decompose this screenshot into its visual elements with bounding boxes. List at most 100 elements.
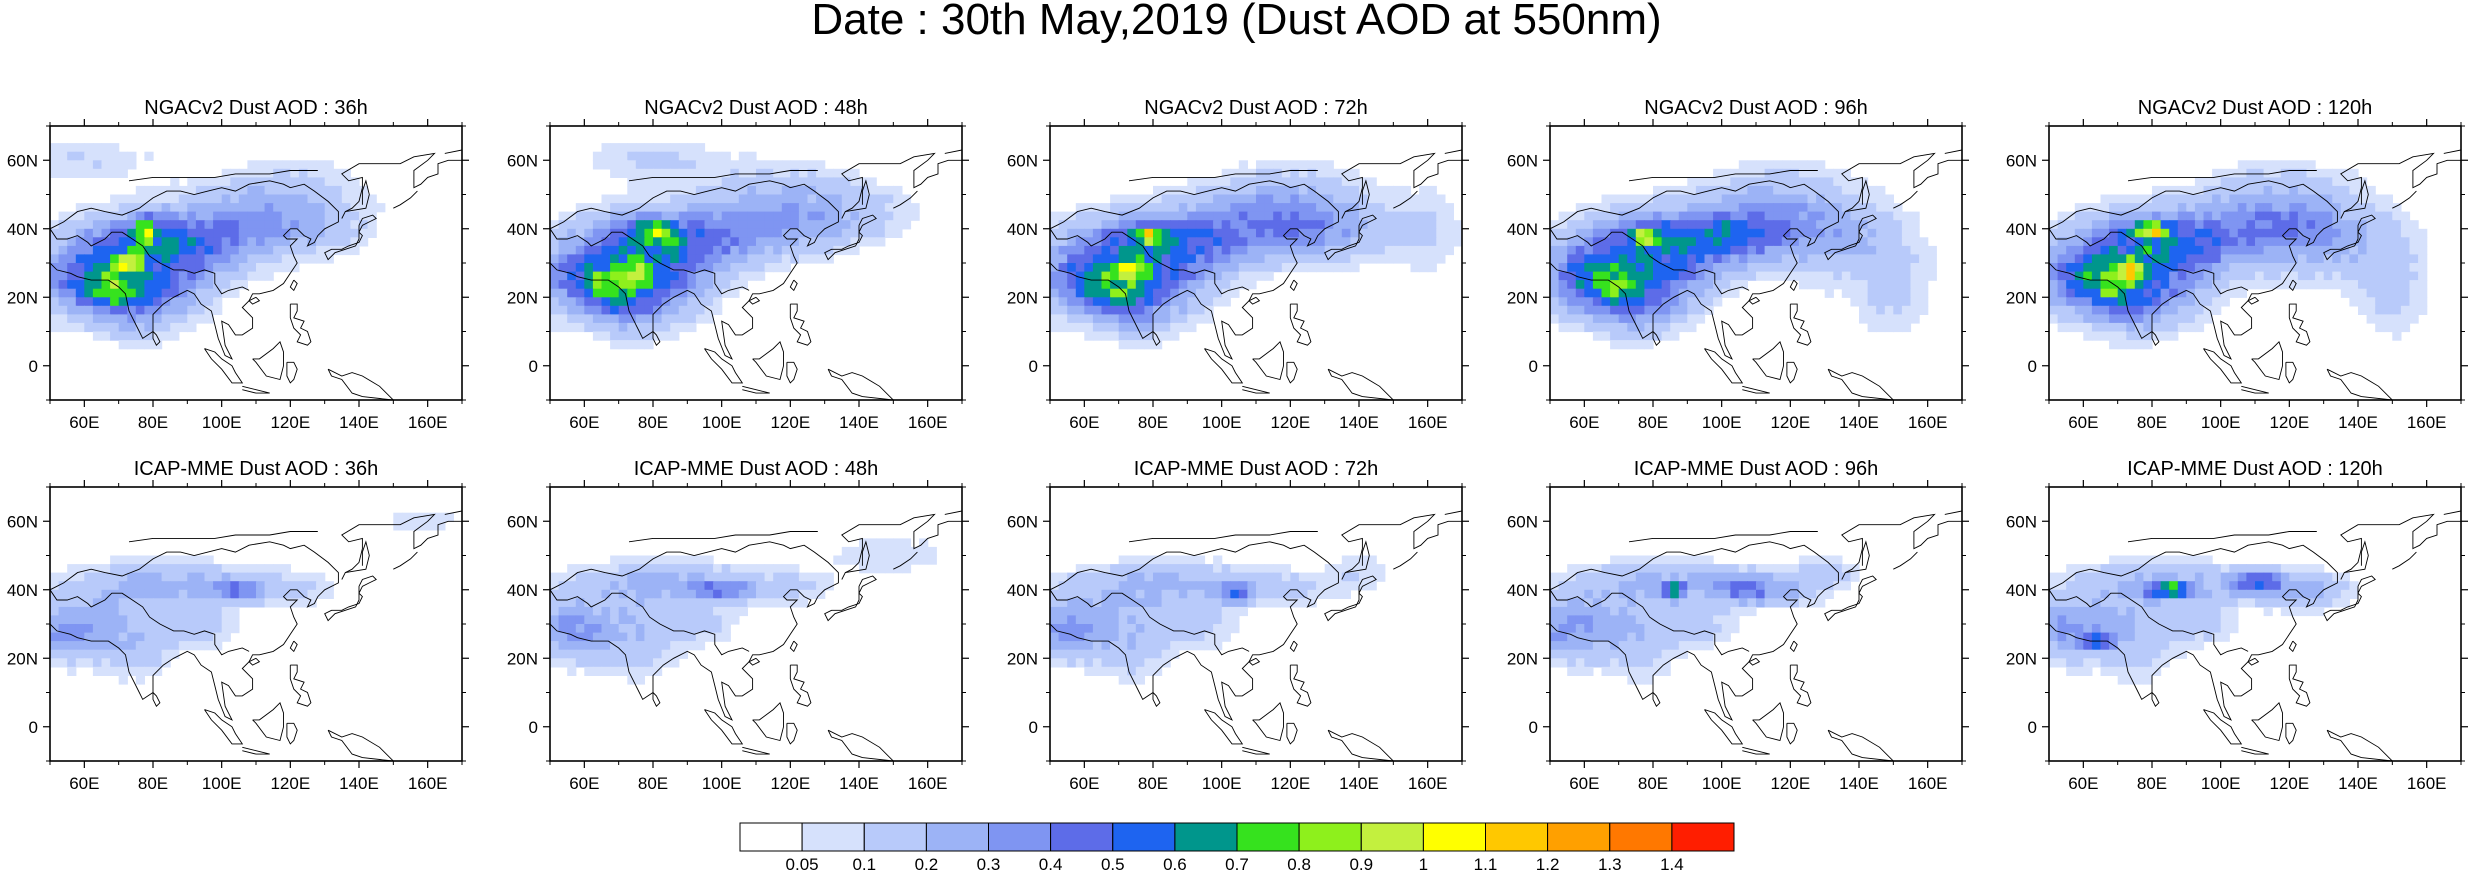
aod-cell [575,658,585,668]
aod-cell [2066,305,2076,315]
aod-cell [1678,288,1688,298]
aod-cell [695,143,706,153]
lon-tick-label: 60E [1569,413,1599,432]
aod-cell [2160,194,2170,204]
aod-cell [127,564,137,574]
aod-cell [1247,271,1257,281]
aod-cell [324,194,334,204]
aod-cell [2066,280,2076,290]
aod-cell [221,615,231,625]
aod-cell [1627,322,1637,333]
coastline [824,575,877,622]
aod-cell [2392,288,2402,298]
aod-cell [256,220,266,230]
aod-cell [2212,271,2222,281]
aod-cell [1170,271,1180,281]
aod-cell [1653,271,1663,281]
aod-cell [1247,572,1257,582]
aod-cell [1075,658,1085,668]
aod-cell [1833,185,1843,196]
aod-cell [678,254,688,264]
coastline [1248,296,1261,305]
aod-cell [2375,228,2385,238]
aod-cell [1178,641,1188,651]
aod-cell [1101,641,1111,651]
aod-cell [1833,263,1843,273]
aod-cell [1084,288,1094,298]
aod-cell [1713,297,1723,307]
aod-cell [1627,271,1637,281]
aod-cell [567,237,577,247]
aod-cell [247,581,257,591]
aod-cell [2109,271,2119,281]
aod-cell [1127,203,1137,213]
aod-cell [1919,254,1929,264]
aod-cell [1601,288,1611,298]
aod-cell [273,245,283,256]
aod-cell [2297,245,2308,256]
aod-cell [1704,280,1714,290]
aod-cell [610,572,620,582]
aod-cell [670,288,680,298]
aod-cell [1592,288,1603,298]
aod-cell [187,177,197,187]
aod-cell [2212,297,2222,307]
aod-cell [170,564,180,574]
aod-cell [101,572,111,582]
aod-cell [1135,641,1145,651]
aod-cell [187,632,197,642]
aod-cell [1798,572,1809,582]
aod-cell [1367,245,1377,256]
aod-cell [230,177,240,187]
coastline [550,541,839,721]
aod-cell [144,305,154,315]
aod-cell [1867,194,1877,204]
aod-cell [884,220,894,230]
aod-cell [1781,237,1791,247]
aod-cell [281,185,291,196]
aod-cell [1618,254,1628,264]
aod-cell [781,203,791,213]
coastline [444,149,462,154]
aod-cell [919,546,929,557]
aod-cell [841,185,851,196]
aod-cell [618,237,628,247]
coastline [1289,664,1312,707]
aod-cell [1350,581,1360,591]
aod-cell [592,322,603,333]
aod-cell [2109,228,2119,238]
aod-cell [2083,245,2093,256]
aod-cell [713,254,723,264]
aod-cell [170,203,180,213]
aod-cell [1144,606,1154,617]
aod-cell [1756,564,1766,574]
aod-cell [307,177,317,187]
aod-cell [1067,288,1077,298]
aod-cell [1867,280,1877,290]
lon-tick-label: 120E [1770,413,1810,432]
aod-cell [2152,297,2162,307]
aod-cell [2349,220,2359,230]
aod-cell [1876,254,1886,264]
aod-cell [50,245,60,256]
aod-cell [764,237,774,247]
aod-cell [1290,168,1300,178]
aod-cell [195,314,206,324]
aod-cell [1161,589,1171,599]
aod-cell [1884,288,1894,298]
aod-cell [2091,280,2102,290]
aod-cell [601,263,611,273]
aod-cell [1264,185,1274,196]
aod-cell [170,220,180,230]
aod-cell [2332,280,2342,290]
aod-cell [1075,211,1085,221]
aod-cell [2246,177,2256,187]
aod-cell [2392,280,2402,290]
aod-cell [687,228,697,238]
aod-cell [635,151,645,161]
aod-cell [610,305,620,315]
aod-cell [781,589,791,599]
aod-cell [153,194,163,204]
aod-cell [1610,322,1620,333]
